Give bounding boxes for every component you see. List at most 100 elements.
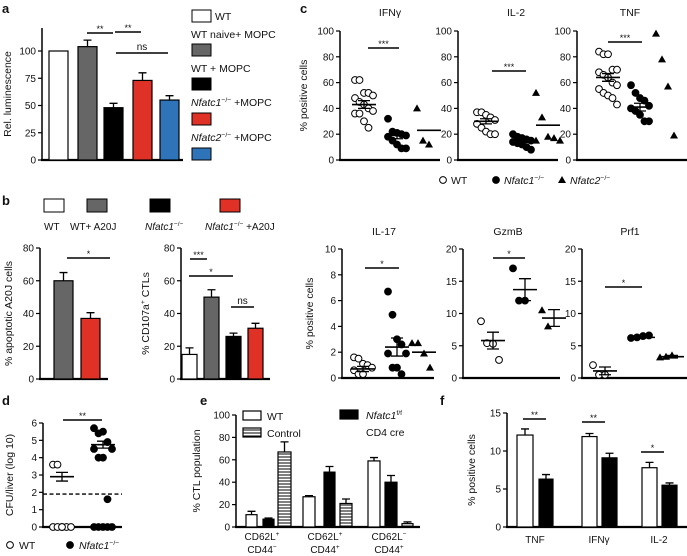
legend-swatch: [149, 198, 171, 213]
significance-label: ns: [237, 296, 248, 307]
error-bar: [138, 72, 147, 81]
y-tick-label: 8: [330, 270, 336, 281]
label-part: CD44: [247, 545, 273, 556]
bar: [245, 514, 258, 528]
label-part: Nfatc2: [570, 175, 601, 187]
significance-label: ns: [137, 42, 148, 53]
y-tick-label: 5: [451, 341, 457, 352]
label-part: Nfatc1: [205, 222, 234, 233]
sem-bar: [56, 471, 68, 482]
label-part: +A20J: [243, 222, 274, 233]
bar: [601, 457, 618, 528]
bar: [103, 107, 124, 161]
legend-e: WT Control Nfatc1f/f CD4 cre: [242, 409, 405, 440]
y-tick-label: 100: [317, 27, 334, 38]
data-point: [354, 354, 363, 363]
y-tick-label: 20: [560, 130, 572, 141]
y-tick-label: 20: [323, 130, 335, 141]
legend-d: WT Nfatc1−/−: [6, 540, 119, 552]
panel-label-d: d: [2, 393, 10, 408]
label-part: −/−: [534, 175, 544, 182]
y-tick-label: 15: [446, 277, 458, 288]
y-tick-label: 60: [323, 78, 335, 89]
y-axis-label: % CD107a+ CTLs: [140, 272, 152, 355]
data-point: [368, 363, 376, 372]
legend-swatch: [43, 198, 65, 213]
x-tick-label: IFNγ: [588, 535, 609, 546]
bar: [262, 518, 275, 528]
sem-bar: [480, 118, 492, 125]
significance-label: *: [507, 249, 511, 259]
error-bar: [585, 432, 594, 437]
data-point: [670, 131, 678, 139]
data-point: [538, 306, 546, 314]
data-point: [384, 114, 392, 123]
data-point: [538, 113, 546, 121]
legend-swatch: [86, 198, 108, 213]
data-point: [550, 134, 558, 142]
label-part: +: [400, 544, 404, 551]
label-part: −/−: [221, 97, 231, 104]
y-tick-label: 1: [31, 505, 37, 516]
label-part: CTLs: [140, 272, 152, 300]
data-point: [397, 340, 406, 349]
legend-marker: [558, 176, 566, 183]
panel-label-b: b: [2, 193, 10, 208]
y-tick-label: 0: [328, 156, 334, 167]
panel-label-e: e: [200, 393, 207, 408]
legend-label: Nfatc2−/− +MOPC: [191, 132, 272, 144]
y-tick-label: 5: [31, 436, 37, 447]
error-bar: [229, 332, 238, 337]
bar: [132, 79, 153, 161]
y-tick-label: 0: [169, 375, 175, 386]
bar: [48, 50, 69, 161]
sem-bar: [391, 337, 403, 357]
y-tick-label: 20: [23, 342, 35, 353]
data-point: [99, 427, 107, 436]
data-point: [408, 339, 416, 347]
chart-c-IL2: 0 20 40 60 80 100 IL-2 ***: [435, 7, 564, 167]
label-part: f/f: [396, 410, 402, 417]
chart-title: GzmB: [493, 226, 522, 238]
label-part: −/−: [109, 540, 119, 547]
panel-label-c: c: [300, 1, 307, 16]
label-part: Nfatc1: [79, 540, 109, 552]
error-bar: [264, 517, 273, 520]
y-tick-label: 4: [31, 453, 37, 464]
bar: [53, 280, 74, 380]
significance-label: ***: [504, 62, 515, 72]
label-part: +MOPC: [231, 97, 272, 109]
data-point: [652, 29, 660, 37]
legend-label: Nfatc1f/f: [366, 410, 402, 422]
chart-d: 0 1 2 3 4 5 6 CFU/liver (log 10) **: [4, 411, 122, 534]
sem-bar: [637, 336, 649, 339]
error-bar: [83, 39, 92, 47]
y-tick-label: 25: [25, 128, 37, 139]
data-point: [627, 81, 635, 90]
x-tick-label: IL-2: [650, 535, 668, 546]
x-tick-label: CD62L+: [245, 531, 280, 543]
bar: [277, 451, 292, 528]
data-point: [355, 76, 364, 84]
error-bar: [109, 102, 118, 108]
legend-swatch: [191, 77, 212, 91]
panel-label-f: f: [440, 393, 445, 408]
data-point: [90, 445, 98, 453]
bar: [641, 467, 658, 528]
y-tick-label: 80: [164, 244, 176, 255]
data-point: [369, 91, 377, 100]
y-tick-label: 0: [495, 523, 501, 534]
label-part: CD62L: [308, 532, 340, 543]
sem-bar: [391, 131, 403, 140]
sem-bar: [599, 366, 611, 376]
data-point: [413, 104, 421, 112]
chart-c-IFNg: 0 20 40 60 80 100 % positive cells IFNγ ***: [298, 7, 441, 167]
y-tick-label: 3: [31, 471, 37, 482]
y-axis-label: Rel. luminescence: [2, 51, 14, 137]
legend-label: WT: [267, 411, 284, 423]
data-point: [426, 363, 434, 371]
legend-label: Nfatc1−/− +A20J: [205, 221, 275, 233]
